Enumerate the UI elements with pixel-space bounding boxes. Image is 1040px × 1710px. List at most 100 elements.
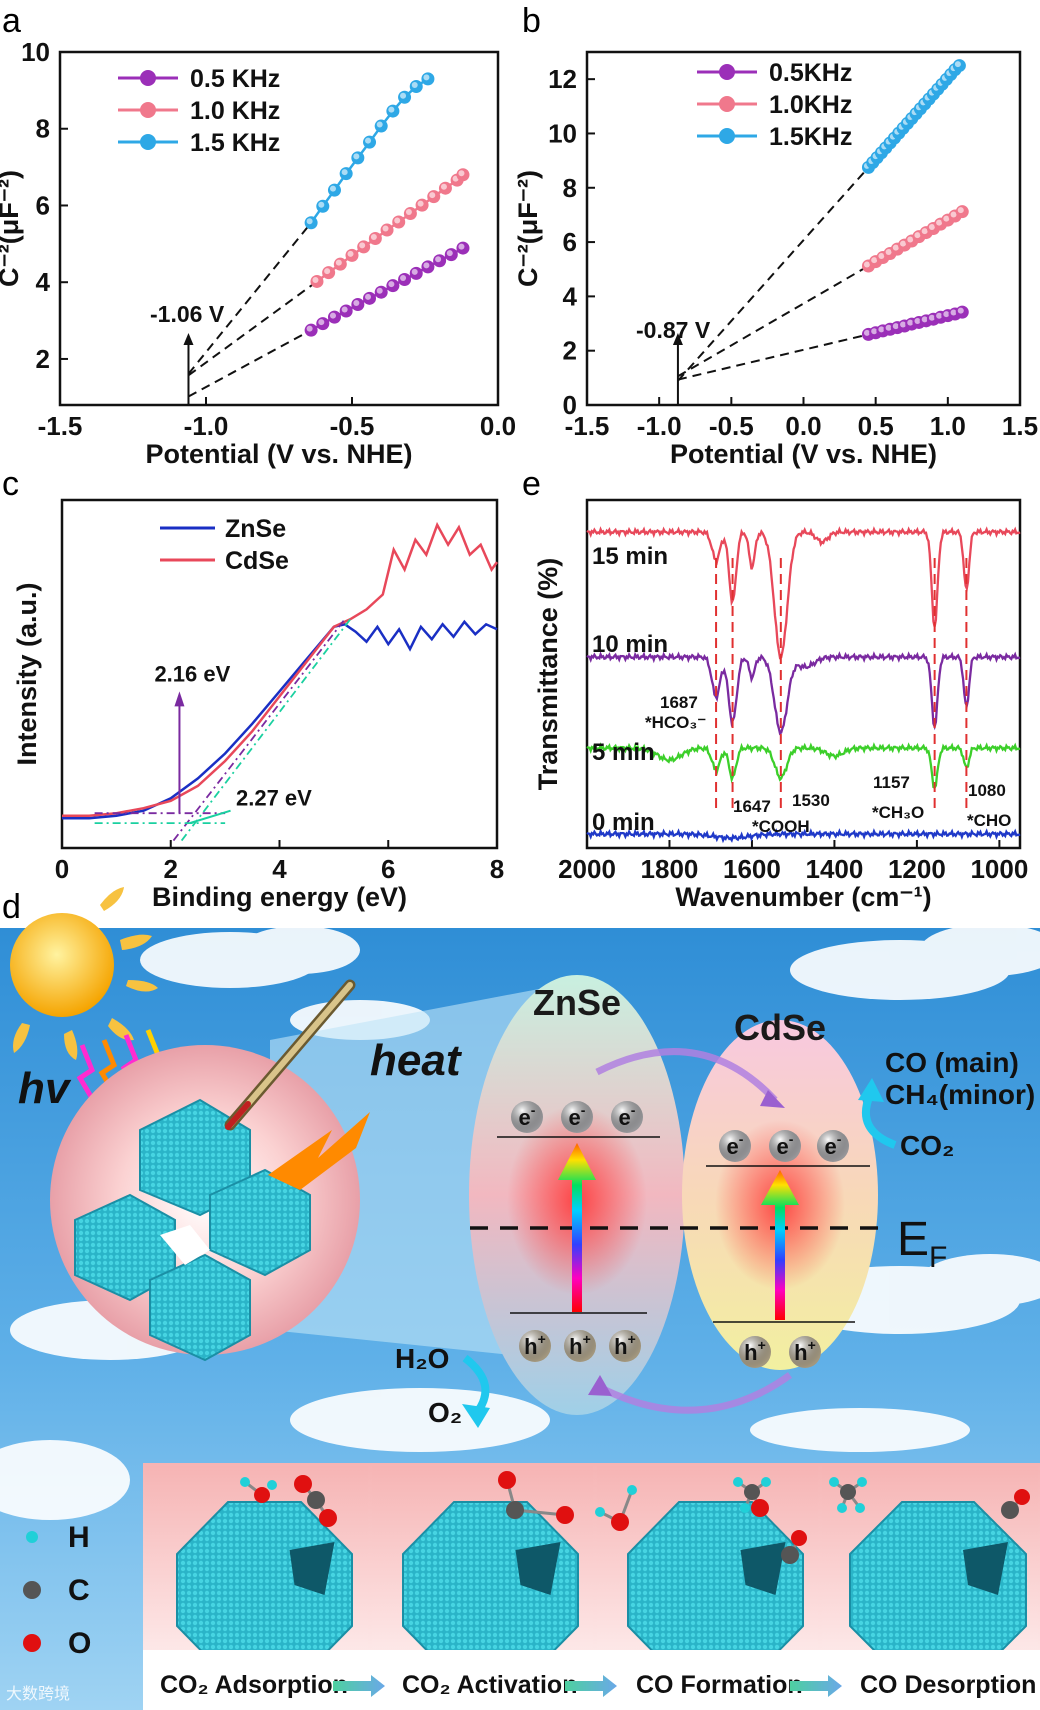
data-point-highlight <box>335 259 342 266</box>
x-tick-label: -0.5 <box>330 411 375 441</box>
intercept-arrow-head <box>183 333 194 345</box>
peak-label: *CH₃O <box>872 803 924 822</box>
data-point-highlight <box>878 253 885 260</box>
ir-spectrum <box>586 828 1021 844</box>
legend-marker <box>719 128 735 144</box>
ir-spectrum <box>586 526 1021 660</box>
data-point-highlight <box>892 244 899 251</box>
x-tick-label: 1800 <box>641 854 699 884</box>
x-tick-label: 0 <box>55 854 69 884</box>
bandgap-arrow-head <box>174 691 185 707</box>
data-point-highlight <box>306 218 313 225</box>
x-tick-label: 1000 <box>970 854 1028 884</box>
x-tick-label: 8 <box>490 854 504 884</box>
data-point-highlight <box>871 257 878 264</box>
atom <box>611 1513 629 1531</box>
hydrogen-atom-icon <box>26 1531 38 1543</box>
data-point-highlight <box>957 207 964 214</box>
svg-text:C: C <box>68 1574 90 1607</box>
extrapolation-line <box>187 222 312 375</box>
peak-label: *CHO <box>967 811 1011 830</box>
atom <box>791 1530 807 1546</box>
data-point-highlight <box>871 328 878 335</box>
data-point-highlight <box>914 232 921 239</box>
y-tick-label: 4 <box>36 267 51 297</box>
data-point-highlight <box>423 74 430 81</box>
x-tick-label: -1.5 <box>565 411 610 441</box>
data-point-highlight <box>306 325 313 332</box>
extrapolation-line <box>677 265 869 378</box>
extrapolation-line <box>188 329 312 398</box>
heat-label: heat <box>370 1036 463 1085</box>
peak-label: 1647 <box>733 797 771 816</box>
data-point-highlight <box>458 243 465 250</box>
data-point-highlight <box>411 268 418 275</box>
legend-label: 0.5KHz <box>769 59 852 87</box>
y-axis-label: C⁻²(μF⁻²) <box>513 170 543 287</box>
carrier-shading <box>511 1101 543 1133</box>
legend-marker <box>719 96 735 112</box>
carrier-shading <box>817 1130 849 1162</box>
carrier-shading <box>609 1330 641 1362</box>
product-ch4: CH₄(minor) <box>885 1079 1035 1110</box>
data-point-highlight <box>353 299 360 306</box>
co2-reduction-arrow <box>862 1093 897 1149</box>
legend-label: ZnSe <box>225 515 286 543</box>
step-arrow-icon <box>565 1675 617 1697</box>
data-point-highlight <box>429 192 436 199</box>
legend-label: CdSe <box>225 547 289 575</box>
data-point-highlight <box>928 314 935 321</box>
y-tick-label: 12 <box>548 64 577 94</box>
data-point-highlight <box>900 321 907 328</box>
data-point-highlight <box>936 219 943 226</box>
carrier-shading <box>719 1130 751 1162</box>
svg-text:H: H <box>68 1521 90 1554</box>
atom <box>627 1485 637 1495</box>
panel-label-a: a <box>2 2 21 40</box>
excitation-arrow-znse <box>558 1143 596 1312</box>
x-tick-label: 0.5 <box>858 411 894 441</box>
carrier-shading <box>564 1330 596 1362</box>
data-point-highlight <box>954 61 961 68</box>
chart-b: -1.5 -1.0 -0.5 0.0 0.5 1.0 1.5 0 2 4 6 8 10 12 Potenti… <box>513 50 1038 469</box>
step-label-4: CO Desorption <box>860 1671 1036 1699</box>
data-point-highlight <box>411 82 418 89</box>
series-line <box>62 521 499 817</box>
data-point-highlight <box>347 250 354 257</box>
atom <box>744 1484 760 1500</box>
panel-label-e: e <box>522 465 541 503</box>
extrapolation-line <box>677 333 869 381</box>
tangent-line-znse <box>172 618 346 842</box>
step-arrow-icon <box>790 1675 842 1697</box>
data-point-highlight <box>324 268 331 275</box>
y-tick-label: 4 <box>563 281 578 311</box>
y-tick-label: 2 <box>563 336 577 366</box>
x-tick-label: -1.5 <box>38 411 83 441</box>
plot-frame <box>585 498 1022 850</box>
y-tick-label: 8 <box>563 173 577 203</box>
data-point-highlight <box>885 248 892 255</box>
time-label: 15 min <box>592 543 668 570</box>
data-point-highlight <box>341 169 348 176</box>
x-axis-label: Wavenumber (cm⁻¹) <box>675 882 931 912</box>
data-point-highlight <box>359 242 366 249</box>
nanocage-cavity <box>289 1542 335 1595</box>
time-label: 10 min <box>592 631 668 658</box>
atom <box>556 1506 574 1524</box>
heat-bolt-icon <box>268 1112 370 1190</box>
intercept-label: -1.06 V <box>150 301 225 327</box>
legend-label: 1.5KHz <box>769 123 852 151</box>
atom <box>781 1546 799 1564</box>
x-tick-label: 1600 <box>723 854 781 884</box>
step-label-3: CO Formation <box>636 1671 803 1699</box>
data-point-highlight <box>914 317 921 324</box>
thermometer-icon <box>224 979 356 1131</box>
time-label: 5 min <box>592 739 655 766</box>
atom <box>733 1477 743 1487</box>
x-tick-label: 6 <box>381 854 395 884</box>
data-point-highlight <box>907 319 914 326</box>
chart-e: 2000 1800 1600 1400 1200 1000 Wavenumber (cm⁻¹… <box>533 498 1028 912</box>
data-point-highlight <box>376 121 383 128</box>
x-tick-label: 0.0 <box>480 411 516 441</box>
